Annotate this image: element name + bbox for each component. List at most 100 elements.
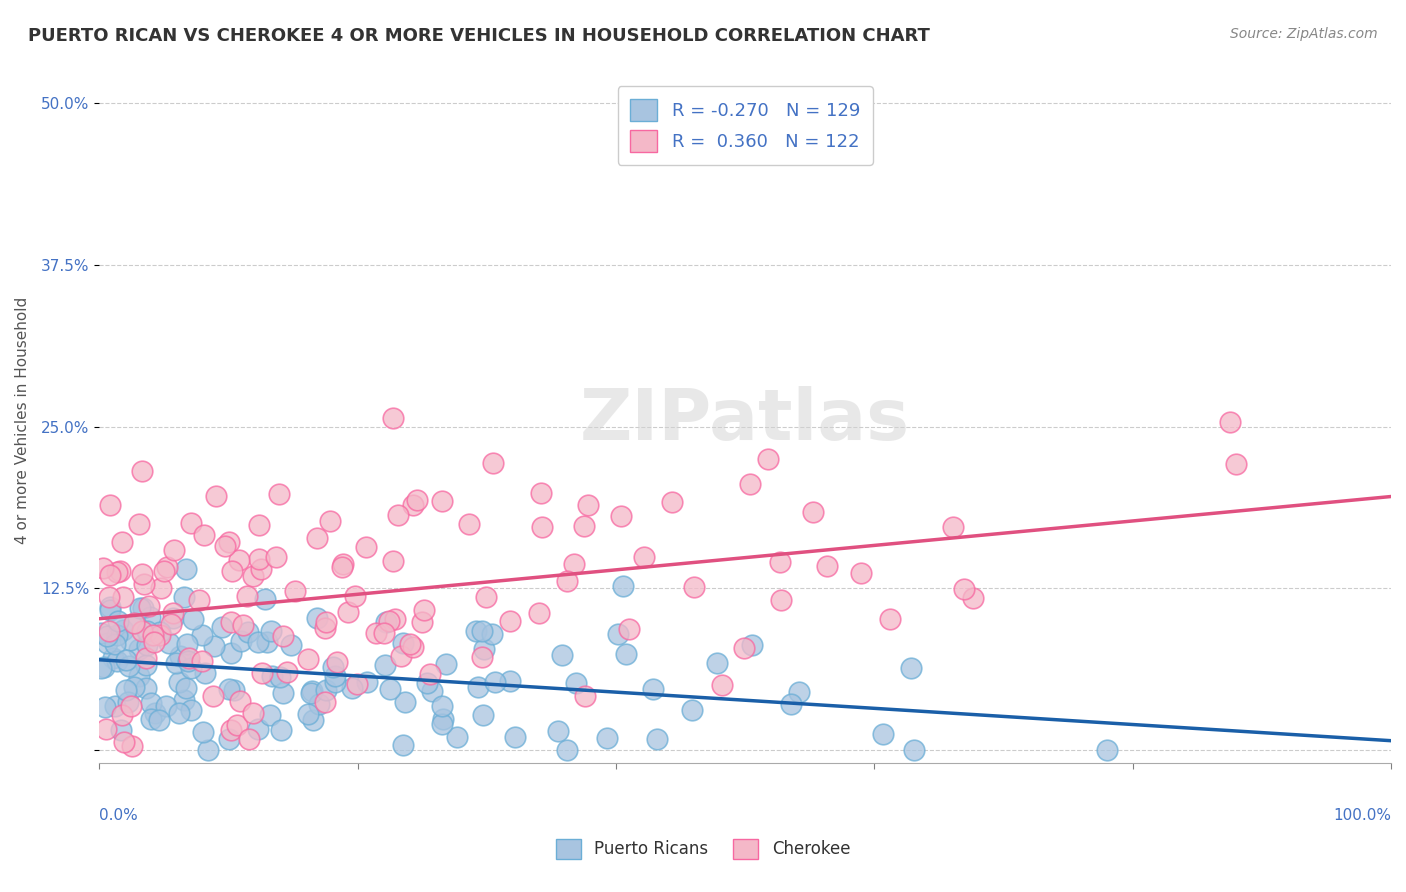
Point <box>197 743 219 757</box>
Text: 100.0%: 100.0% <box>1333 808 1391 823</box>
Point <box>131 624 153 639</box>
Point <box>174 562 197 576</box>
Point <box>484 675 506 690</box>
Point <box>446 731 468 745</box>
Text: ZIPatlas: ZIPatlas <box>581 385 910 455</box>
Point <box>308 698 330 712</box>
Point <box>236 589 259 603</box>
Point <box>387 508 409 522</box>
Point <box>900 661 922 675</box>
Point <box>246 634 269 648</box>
Point <box>467 681 489 695</box>
Point <box>302 713 325 727</box>
Point <box>530 486 553 500</box>
Point <box>169 649 191 664</box>
Point <box>356 674 378 689</box>
Point <box>98 603 121 617</box>
Point <box>132 577 155 591</box>
Point <box>323 674 346 689</box>
Point <box>157 636 180 650</box>
Point <box>527 606 550 620</box>
Point <box>607 627 630 641</box>
Point <box>221 564 243 578</box>
Point <box>135 638 157 652</box>
Point <box>366 626 388 640</box>
Point <box>276 665 298 679</box>
Text: 0.0%: 0.0% <box>100 808 138 823</box>
Point <box>769 593 792 607</box>
Point <box>849 566 872 580</box>
Point <box>94 723 117 737</box>
Point <box>267 487 290 501</box>
Point <box>139 696 162 710</box>
Point <box>219 615 242 630</box>
Point <box>139 610 162 624</box>
Point <box>402 640 425 655</box>
Point <box>330 560 353 574</box>
Point <box>149 624 172 639</box>
Point <box>105 654 128 668</box>
Point <box>661 494 683 508</box>
Point <box>242 568 264 582</box>
Point <box>256 635 278 649</box>
Point <box>128 641 150 656</box>
Point <box>1219 415 1241 429</box>
Point <box>315 615 337 629</box>
Point <box>801 505 824 519</box>
Point <box>314 621 336 635</box>
Point <box>204 489 226 503</box>
Point <box>392 739 415 753</box>
Point <box>236 625 259 640</box>
Point <box>224 683 246 698</box>
Point <box>218 535 240 549</box>
Point <box>471 649 494 664</box>
Point <box>574 689 596 703</box>
Point <box>124 615 146 630</box>
Point <box>301 684 323 698</box>
Point <box>273 629 295 643</box>
Point <box>115 683 138 698</box>
Point <box>108 564 131 578</box>
Point <box>872 727 894 741</box>
Point <box>498 673 520 688</box>
Point <box>229 634 252 648</box>
Point <box>142 628 165 642</box>
Point <box>416 676 439 690</box>
Point <box>118 659 141 673</box>
Point <box>214 539 236 553</box>
Point <box>180 702 202 716</box>
Point <box>180 660 202 674</box>
Point <box>202 690 225 704</box>
Point <box>769 555 792 569</box>
Point <box>1095 743 1118 757</box>
Point <box>269 669 291 683</box>
Point <box>319 514 342 528</box>
Point <box>218 732 240 747</box>
Point <box>740 477 762 491</box>
Point <box>218 681 240 696</box>
Point <box>132 601 155 615</box>
Point <box>97 624 120 638</box>
Point <box>176 637 198 651</box>
Point <box>260 624 283 638</box>
Point <box>129 601 152 615</box>
Point <box>112 735 135 749</box>
Point <box>193 528 215 542</box>
Point <box>530 519 553 533</box>
Point <box>155 698 177 713</box>
Point <box>482 456 505 470</box>
Point <box>226 717 249 731</box>
Point <box>392 636 415 650</box>
Point <box>962 591 984 605</box>
Point <box>247 518 270 533</box>
Point <box>564 558 586 572</box>
Point <box>173 590 195 604</box>
Point <box>105 628 128 642</box>
Point <box>238 732 260 747</box>
Point <box>162 606 184 620</box>
Point <box>250 562 273 576</box>
Point <box>356 540 378 554</box>
Point <box>160 616 183 631</box>
Point <box>374 615 396 629</box>
Point <box>90 661 112 675</box>
